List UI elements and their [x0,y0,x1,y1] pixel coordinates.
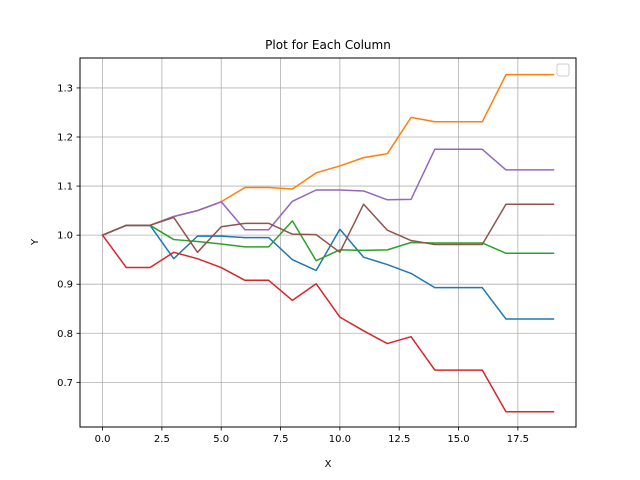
series-line-6 [101,203,555,254]
x-tick-label: 7.5 [273,434,289,445]
x-tick-label: 0.0 [95,434,111,445]
y-axis-label: Y [30,238,41,246]
x-tick-label: 17.5 [507,434,529,445]
plot-frame [79,57,577,428]
axis-ticks: 0.0 2.5 5.0 7.5 10.0 12.5 15.0 17.5 0.7 0.8 0.9 1.0… [57,83,529,445]
x-tick-label: 12.5 [388,434,410,445]
x-tick-label: 2.5 [154,434,170,445]
legend-box [556,63,570,77]
y-tick-label: 1.2 [57,133,73,144]
x-axis-label: X [325,459,332,470]
series-line-5 [101,148,555,237]
x-tick-label: 10.0 [329,434,351,445]
grid-lines [80,58,576,427]
chart-title: Plot for Each Column [265,38,391,52]
x-tick-label: 5.0 [213,434,229,445]
series-line-3 [101,220,555,262]
y-tick-label: 1.3 [57,83,73,94]
y-tick-label: 0.7 [57,378,73,389]
y-tick-label: 1.1 [57,182,73,193]
series-line-4 [101,234,555,413]
y-tick-label: 1.0 [57,231,73,242]
x-tick-label: 15.0 [447,434,469,445]
data-series [101,73,555,413]
y-tick-label: 0.9 [57,280,73,291]
y-tick-label: 0.8 [57,329,73,340]
series-line-1 [101,224,555,320]
